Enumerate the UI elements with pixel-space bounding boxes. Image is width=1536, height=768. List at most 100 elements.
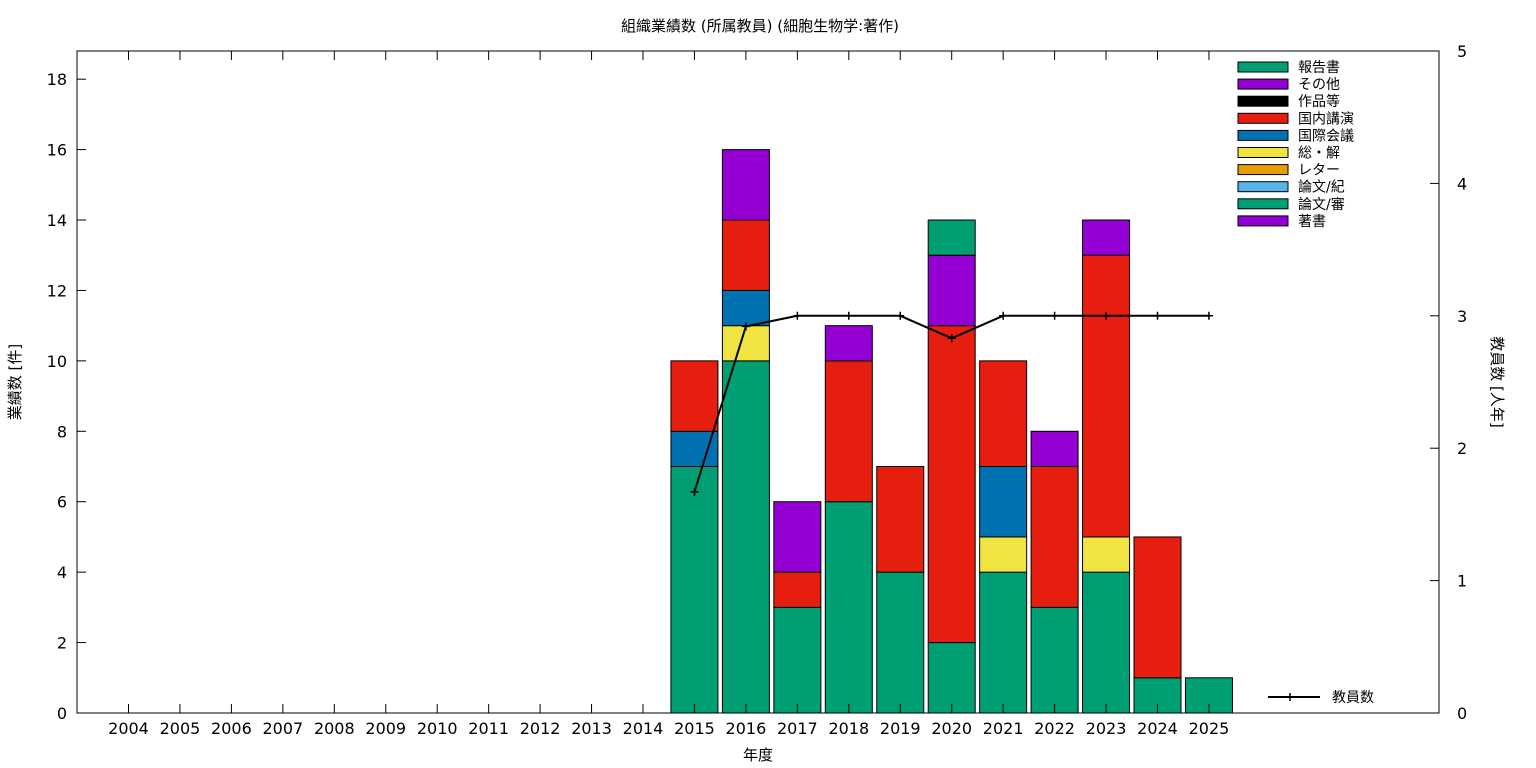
- bar-2016-その他: [721, 149, 770, 221]
- legend-swatch-レター: [1237, 164, 1289, 176]
- y2-tick-label-5: 5: [1457, 42, 1467, 61]
- x-tick-label-2022: 2022: [1034, 719, 1075, 738]
- bar-2023-国内講演: [1082, 254, 1131, 538]
- y2-tick-label-4: 4: [1457, 174, 1467, 193]
- legend-label-報告書: 報告書: [1298, 60, 1340, 76]
- x-tick-label-2012: 2012: [520, 719, 561, 738]
- bars-layer: [670, 149, 1233, 714]
- legend-label-国際会議: 国際会議: [1298, 127, 1354, 144]
- bar-2019-国内講演: [876, 466, 925, 573]
- bar-2020-国内講演: [927, 325, 976, 644]
- plot-frame: [76, 50, 1440, 714]
- y-tick-label-14: 14: [47, 211, 67, 230]
- line-layer: [690, 311, 1213, 496]
- bar-2021-国内講演: [979, 360, 1028, 468]
- bar-2022-その他: [1030, 430, 1079, 468]
- bar-2021-総・解: [979, 536, 1028, 573]
- bar-2015-国内講演: [670, 360, 719, 432]
- bar-2019-論文/審: [876, 571, 925, 714]
- legend-label-論文/審: 論文/審: [1298, 197, 1345, 213]
- legend-swatch-総・解: [1237, 147, 1289, 158]
- faculty-point-2025: [1204, 311, 1213, 320]
- bar-2018-その他: [824, 325, 873, 362]
- x-tick-label-2006: 2006: [211, 719, 252, 738]
- faculty-point-2021: [999, 311, 1008, 320]
- y-tick-label-6: 6: [57, 493, 67, 512]
- x-tick-label-2015: 2015: [674, 719, 715, 738]
- legend-label-作品等: 作品等: [1298, 93, 1340, 110]
- y2-tick-label-0: 0: [1457, 704, 1467, 723]
- y2-tick-label-1: 1: [1457, 572, 1467, 591]
- bar-2023-その他: [1082, 219, 1131, 256]
- legend-label-論文/紀: 論文/紀: [1298, 180, 1345, 196]
- y-tick-label-18: 18: [47, 70, 67, 89]
- legend-swatch-論文/紀: [1237, 181, 1289, 193]
- y-axis-label: 業績数 [件]: [6, 344, 24, 420]
- x-tick-label-2004: 2004: [108, 719, 149, 738]
- x-tick-label-2013: 2013: [571, 719, 612, 738]
- y2-tick-label-2: 2: [1457, 439, 1467, 458]
- legend-label-著書: 著書: [1298, 214, 1326, 230]
- x-tick-label-2018: 2018: [828, 719, 869, 738]
- x-axis-label: 年度: [743, 746, 773, 764]
- x-tick-label-2008: 2008: [314, 719, 355, 738]
- bar-2018-国内講演: [824, 360, 873, 503]
- bar-2016-総・解: [721, 325, 770, 362]
- faculty-point-2018: [844, 311, 853, 320]
- x-tick-label-2009: 2009: [365, 719, 406, 738]
- x-tick-label-2014: 2014: [623, 719, 664, 738]
- faculty-point-2024: [1153, 311, 1162, 320]
- bar-2017-その他: [773, 501, 822, 573]
- legend-swatch-作品等: [1237, 95, 1289, 107]
- legend-label-教員数: 教員数: [1332, 690, 1374, 706]
- legend-swatch-著書: [1237, 215, 1289, 227]
- chart-title: 組織業績数 (所属教員) (細胞生物学:著作): [621, 17, 899, 35]
- legend-swatch-国際会議: [1237, 129, 1289, 141]
- x-tick-label-2024: 2024: [1137, 719, 1178, 738]
- legend-swatch-報告書: [1237, 61, 1289, 73]
- y-tick-label-16: 16: [47, 141, 67, 160]
- x-tick-label-2025: 2025: [1189, 719, 1230, 738]
- legend-label-国内講演: 国内講演: [1298, 111, 1354, 127]
- x-tick-label-2016: 2016: [726, 719, 767, 738]
- faculty-point-2016: [741, 322, 750, 331]
- y2-axis-label: 教員数 [人年]: [1488, 336, 1506, 427]
- bar-2021-国際会議: [979, 466, 1028, 538]
- faculty-point-2015: [690, 487, 699, 496]
- bar-2020-その他: [927, 254, 976, 327]
- y-tick-label-8: 8: [57, 422, 67, 441]
- x-tick-label-2005: 2005: [160, 719, 201, 738]
- bar-2016-国際会議: [721, 289, 770, 327]
- bar-2023-総・解: [1082, 536, 1131, 573]
- x-tick-label-2021: 2021: [983, 719, 1024, 738]
- bar-2020-論文/審: [927, 642, 976, 714]
- bar-2017-論文/審: [773, 606, 822, 714]
- legend-swatch-論文/審: [1237, 198, 1289, 210]
- y-tick-label-2: 2: [57, 634, 67, 653]
- bar-2016-論文/審: [721, 360, 770, 714]
- x-tick-label-2017: 2017: [777, 719, 818, 738]
- bar-2015-論文/審: [670, 466, 719, 714]
- bar-2021-論文/審: [979, 571, 1028, 714]
- faculty-point-2017: [793, 311, 802, 320]
- x-tick-label-2023: 2023: [1086, 719, 1127, 738]
- bar-2015-国際会議: [670, 430, 719, 468]
- legend-label-その他: その他: [1298, 77, 1340, 93]
- legend-swatch-国内講演: [1237, 112, 1289, 124]
- bar-2020-報告書: [927, 219, 976, 256]
- bar-2023-論文/審: [1082, 571, 1131, 714]
- y-tick-label-0: 0: [57, 704, 67, 723]
- y-tick-label-4: 4: [57, 563, 67, 582]
- x-tick-label-2019: 2019: [880, 719, 921, 738]
- bar-2017-国内講演: [773, 571, 822, 608]
- legend-swatch-その他: [1237, 78, 1289, 90]
- x-tick-label-2020: 2020: [931, 719, 972, 738]
- bar-2022-国内講演: [1030, 466, 1079, 608]
- legend-label-レター: レター: [1298, 163, 1340, 179]
- x-tick-label-2011: 2011: [468, 719, 509, 738]
- x-tick-label-2007: 2007: [262, 719, 303, 738]
- bar-2016-国内講演: [721, 219, 770, 291]
